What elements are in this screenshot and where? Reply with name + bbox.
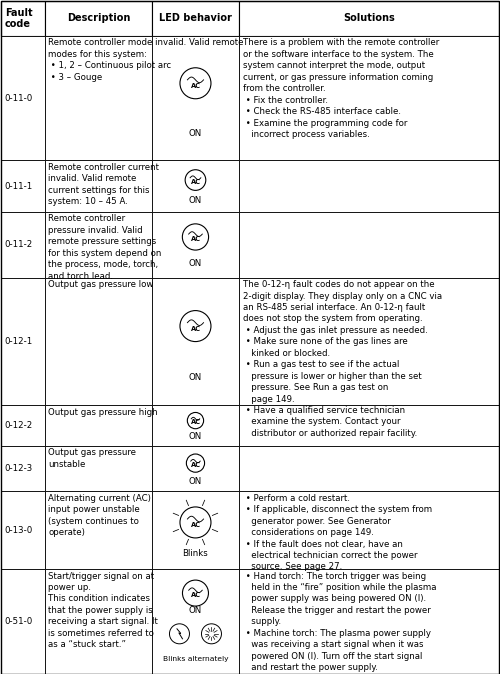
Text: 0-11-1: 0-11-1: [4, 182, 33, 191]
Text: ON: ON: [189, 432, 202, 441]
Text: 0-13-0: 0-13-0: [4, 526, 33, 534]
Text: 0-51-0: 0-51-0: [4, 617, 33, 625]
Text: Remote controller current
invalid. Valid remote
current settings for this
system: Remote controller current invalid. Valid…: [48, 163, 160, 206]
Bar: [239, 1, 499, 36]
Text: AC: AC: [190, 522, 200, 528]
Bar: [45, 212, 152, 278]
Bar: [239, 446, 499, 491]
Bar: [152, 491, 239, 569]
Text: Output gas pressure low: Output gas pressure low: [48, 280, 154, 289]
Bar: [152, 569, 239, 673]
Text: Solutions: Solutions: [343, 13, 395, 24]
Text: • Perform a cold restart.
 • If applicable, disconnect the system from
   genera: • Perform a cold restart. • If applicabl…: [242, 494, 432, 572]
Text: ON: ON: [189, 196, 202, 205]
Bar: [239, 491, 499, 569]
Bar: [239, 405, 499, 446]
Text: • Hand torch: The torch trigger was being
   held in the “fire” position while t: • Hand torch: The torch trigger was bein…: [242, 572, 436, 672]
Text: Blinks alternately: Blinks alternately: [162, 656, 228, 662]
Text: Output gas pressure high: Output gas pressure high: [48, 408, 158, 417]
Bar: [45, 446, 152, 491]
Bar: [45, 405, 152, 446]
Bar: [152, 405, 239, 446]
Text: ON: ON: [189, 373, 202, 381]
Text: Alternating current (AC)
input power unstable
(system continues to
operate): Alternating current (AC) input power uns…: [48, 494, 151, 537]
Text: AC: AC: [190, 326, 200, 332]
Bar: [239, 212, 499, 278]
Bar: [1, 278, 45, 405]
Bar: [1, 405, 45, 446]
Text: 0-12-3: 0-12-3: [4, 464, 33, 473]
Bar: [1, 1, 45, 36]
Text: Remote controller
pressure invalid. Valid
remote pressure settings
for this syst: Remote controller pressure invalid. Vali…: [48, 214, 162, 281]
Bar: [1, 446, 45, 491]
Bar: [1, 160, 45, 212]
Bar: [239, 160, 499, 212]
Bar: [152, 278, 239, 405]
Text: AC: AC: [190, 179, 200, 185]
Bar: [45, 1, 152, 36]
Text: LED behavior: LED behavior: [159, 13, 232, 24]
Text: 0-12-1: 0-12-1: [4, 337, 33, 346]
Text: AC: AC: [190, 83, 200, 89]
Text: AC: AC: [190, 419, 200, 425]
Text: Description: Description: [66, 13, 130, 24]
Text: Output gas pressure
unstable: Output gas pressure unstable: [48, 448, 136, 468]
Text: Fault
code: Fault code: [5, 7, 32, 29]
Bar: [45, 278, 152, 405]
Text: Blinks: Blinks: [182, 549, 208, 558]
Text: ON: ON: [189, 607, 202, 615]
Bar: [152, 36, 239, 160]
Bar: [152, 1, 239, 36]
Bar: [152, 212, 239, 278]
Bar: [1, 569, 45, 673]
Text: AC: AC: [190, 592, 200, 599]
Bar: [45, 569, 152, 673]
Text: The 0-12-η fault codes do not appear on the
2-digit display. They display only o: The 0-12-η fault codes do not appear on …: [242, 280, 442, 438]
Bar: [239, 36, 499, 160]
Bar: [239, 569, 499, 673]
Bar: [45, 36, 152, 160]
Text: Start/trigger signal on at
power up.
This condition indicates
that the power sup: Start/trigger signal on at power up. Thi…: [48, 572, 158, 649]
Text: There is a problem with the remote controller
or the software interface to the s: There is a problem with the remote contr…: [242, 38, 439, 139]
Text: ON: ON: [189, 477, 202, 486]
Text: 0-12-2: 0-12-2: [4, 421, 33, 430]
Text: 0-11-0: 0-11-0: [4, 94, 33, 102]
Bar: [45, 160, 152, 212]
Bar: [1, 212, 45, 278]
Text: ON: ON: [189, 129, 202, 137]
Text: ON: ON: [189, 259, 202, 268]
Bar: [1, 491, 45, 569]
Text: AC: AC: [190, 462, 200, 468]
Bar: [1, 36, 45, 160]
Bar: [45, 491, 152, 569]
Bar: [152, 160, 239, 212]
Bar: [239, 278, 499, 405]
Text: Remote controller mode invalid. Valid remote
modes for this system:
 • 1, 2 – Co: Remote controller mode invalid. Valid re…: [48, 38, 244, 82]
Bar: [152, 446, 239, 491]
Text: 0-11-2: 0-11-2: [4, 241, 33, 249]
Text: AC: AC: [190, 237, 200, 243]
